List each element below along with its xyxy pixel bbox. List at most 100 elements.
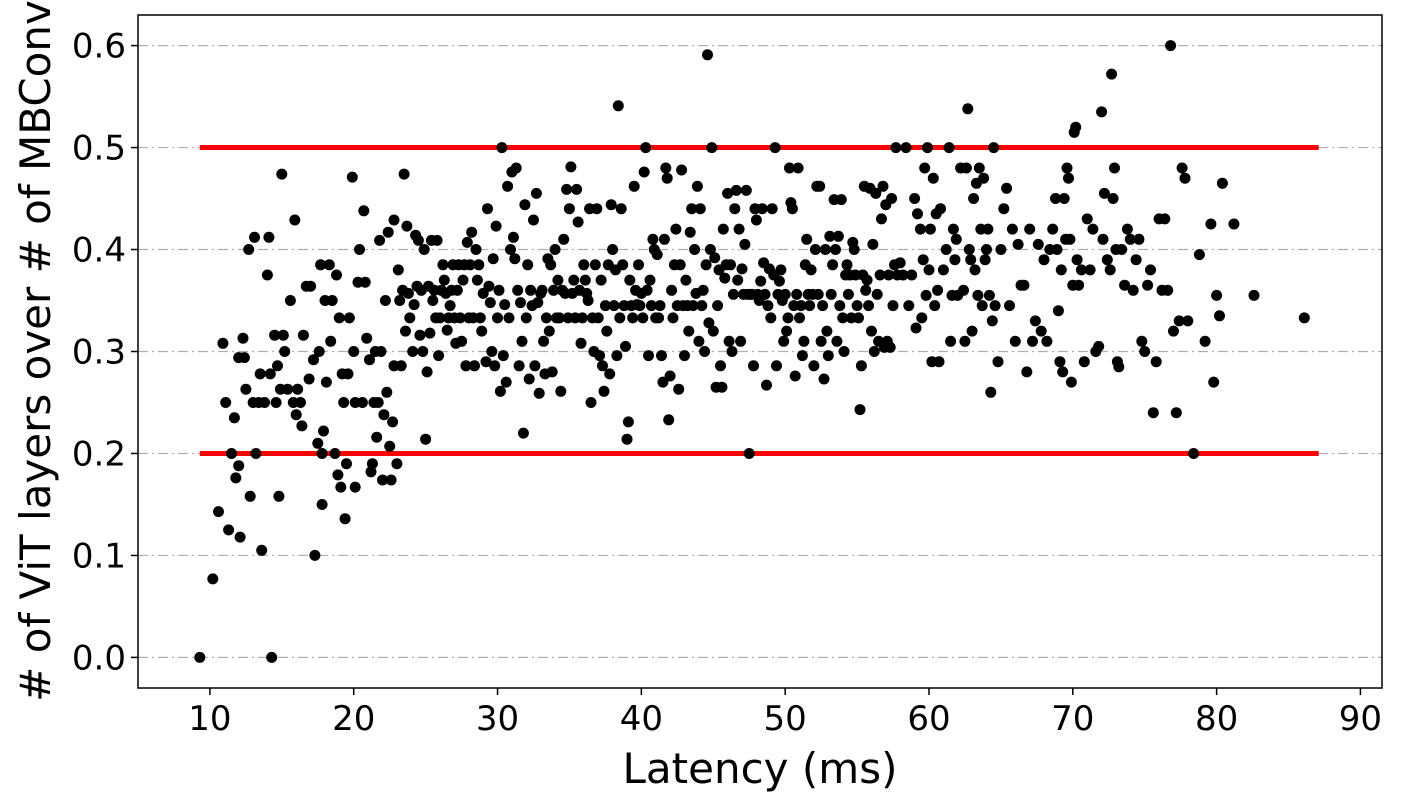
data-point xyxy=(1097,233,1109,245)
data-point xyxy=(976,300,988,312)
data-point xyxy=(392,264,404,276)
data-point xyxy=(273,490,285,502)
data-point xyxy=(723,335,735,347)
data-point xyxy=(464,259,476,271)
data-point xyxy=(748,360,759,372)
data-point xyxy=(237,332,249,344)
data-point xyxy=(995,244,1007,255)
data-point xyxy=(1071,254,1083,266)
data-point xyxy=(860,284,872,296)
data-point xyxy=(509,253,521,265)
data-point xyxy=(418,244,430,255)
data-point xyxy=(627,312,639,324)
data-point xyxy=(1073,279,1085,291)
data-point xyxy=(1104,264,1116,276)
data-point xyxy=(1070,121,1082,133)
data-point xyxy=(726,346,738,357)
x-tick-label: 60 xyxy=(907,699,950,739)
data-point xyxy=(766,203,778,215)
data-point xyxy=(525,284,537,296)
data-point xyxy=(922,142,933,154)
data-point xyxy=(1055,264,1067,276)
data-point xyxy=(1035,325,1047,337)
data-point xyxy=(663,414,675,426)
data-point xyxy=(585,397,597,408)
data-point xyxy=(733,223,745,235)
data-point xyxy=(717,223,729,235)
data-point xyxy=(691,180,703,192)
data-point xyxy=(1248,289,1260,301)
data-point xyxy=(848,244,860,255)
data-point xyxy=(821,325,833,337)
x-tick-label: 90 xyxy=(1339,699,1382,739)
data-point xyxy=(605,199,617,211)
data-point xyxy=(886,193,898,204)
data-point xyxy=(1009,335,1021,347)
data-point xyxy=(707,325,719,337)
data-point xyxy=(919,162,931,174)
data-point xyxy=(989,300,1001,312)
data-point xyxy=(969,264,981,276)
data-point xyxy=(571,183,583,195)
data-point xyxy=(729,203,741,215)
data-point xyxy=(834,300,846,312)
data-point xyxy=(781,325,793,337)
data-point xyxy=(775,264,787,276)
data-point xyxy=(517,427,529,439)
data-point xyxy=(624,274,636,286)
y-tick-label: 0.5 xyxy=(72,129,126,169)
data-point xyxy=(604,368,616,380)
data-point xyxy=(651,249,663,261)
data-point xyxy=(414,329,426,341)
data-point xyxy=(296,420,308,432)
data-point xyxy=(333,312,345,324)
data-point xyxy=(784,162,795,174)
data-point xyxy=(591,203,603,215)
data-point xyxy=(230,472,242,484)
data-point xyxy=(725,259,736,271)
data-point xyxy=(269,329,281,341)
data-point xyxy=(1024,223,1036,235)
data-point xyxy=(959,335,971,347)
data-point xyxy=(735,335,747,347)
data-point xyxy=(697,284,709,296)
data-point xyxy=(759,288,771,300)
data-point xyxy=(536,284,548,296)
data-point xyxy=(1087,223,1099,235)
data-point xyxy=(855,360,867,372)
data-points xyxy=(194,40,1310,663)
data-point xyxy=(519,199,531,211)
data-point xyxy=(576,312,588,324)
data-point xyxy=(595,274,607,286)
data-point xyxy=(914,223,926,235)
data-point xyxy=(903,300,915,312)
data-point xyxy=(594,350,606,362)
data-point xyxy=(207,573,219,585)
data-point xyxy=(983,289,995,301)
data-point xyxy=(592,312,604,324)
data-point xyxy=(909,193,921,204)
data-point xyxy=(722,187,734,199)
data-point xyxy=(789,370,801,382)
data-point xyxy=(804,300,816,312)
data-point xyxy=(854,404,866,416)
data-point xyxy=(444,300,456,312)
data-point xyxy=(968,193,980,204)
data-point xyxy=(1176,162,1188,174)
data-point xyxy=(822,350,834,362)
data-point xyxy=(641,284,653,296)
data-point xyxy=(660,162,672,174)
data-point xyxy=(213,506,224,518)
data-point xyxy=(801,233,813,245)
data-point xyxy=(545,259,557,271)
data-point xyxy=(916,312,928,324)
data-point xyxy=(1113,361,1125,373)
data-point xyxy=(487,253,499,265)
data-point xyxy=(680,274,692,286)
data-point xyxy=(982,223,994,235)
data-point xyxy=(339,513,351,525)
data-point xyxy=(786,203,798,215)
data-point xyxy=(1193,249,1205,261)
data-point xyxy=(841,259,853,271)
data-point xyxy=(532,297,544,309)
